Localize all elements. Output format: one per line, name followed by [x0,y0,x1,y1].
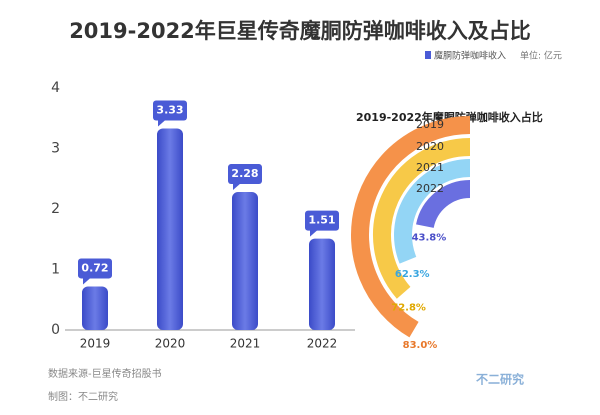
value-label: 0.72 [81,261,108,274]
radial-bar [351,116,471,338]
brand: 不二研究 [476,372,524,387]
value-label-box [305,210,339,231]
source: 数据来源-巨星传奇招股书 [48,367,162,380]
value-label-box [153,100,187,121]
y-tick-label: 3 [51,141,60,157]
radial-bar [416,180,471,229]
value-label: 1.51 [308,214,335,227]
value-label-box [228,164,262,185]
bar [309,238,335,330]
legend-label: 魔胴防弹咖啡收入 [434,50,506,62]
y-tick-label: 4 [51,80,60,96]
value-label-pointer [233,183,241,191]
category-label: 2020 [416,140,444,153]
category-label: 2021 [416,161,444,174]
x-tick-label: 2020 [155,337,186,351]
radial-title: 2019-2022年魔胴防弹咖啡收入占比 [356,110,543,124]
bar [232,192,258,330]
value-label: 83.0% [403,340,438,351]
value-label-pointer [83,277,91,285]
x-tick-label: 2019 [80,337,111,351]
bar [157,128,183,330]
y-tick-label: 1 [51,262,60,278]
unit-label: 单位: 亿元 [520,50,562,62]
radial-bar [373,138,471,299]
y-tick-label: 0 [51,322,60,338]
x-tick-label: 2021 [230,337,261,351]
legend-swatch [425,51,431,59]
value-label: 62.3% [395,269,430,280]
value-label-box [78,258,112,279]
value-label: 43.8% [412,232,447,243]
value-label-pointer [310,229,318,237]
value-label: 72.8% [391,302,426,313]
bar [82,286,108,330]
category-label: 2019 [416,118,444,131]
value-label: 3.33 [156,104,183,117]
chart-title: 2019-2022年巨星传奇魔胴防弹咖啡收入及占比 [69,19,531,43]
radial-bar [394,159,471,264]
x-tick-label: 2022 [307,337,338,351]
category-label: 2022 [416,182,444,195]
y-tick-label: 2 [51,201,60,217]
credit: 制图：不二研究 [48,390,118,403]
value-label: 2.28 [231,167,258,180]
value-label-pointer [158,119,166,127]
